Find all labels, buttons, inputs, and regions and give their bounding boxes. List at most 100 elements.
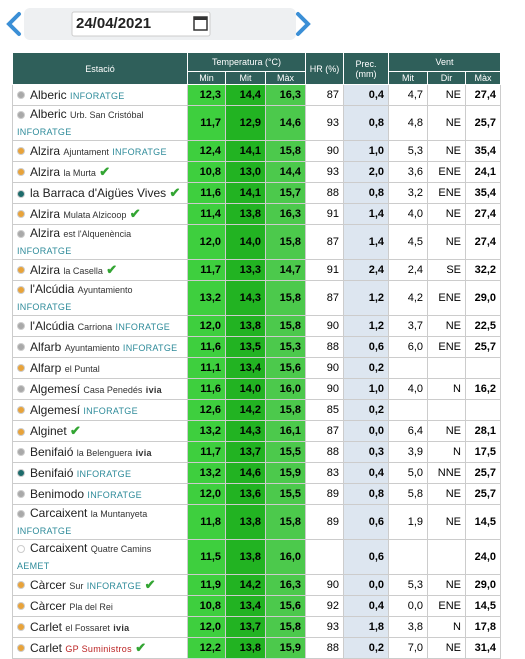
value-cell: 10,8 — [187, 161, 226, 183]
station-name: l'Alcúdia — [30, 282, 75, 296]
value-cell: 15,8 — [265, 315, 306, 337]
value-cell: 3,7 — [388, 315, 428, 337]
station-source: INFORATGE — [122, 342, 178, 353]
station-row: Carcaixent Quatre Camins AEMET 11,5 13,8 16… — [12, 539, 501, 575]
value-cell — [427, 357, 466, 379]
value-cell: 24,1 — [465, 161, 501, 183]
station-name: Carlet — [30, 619, 63, 634]
value-cell: 12,3 — [187, 84, 226, 106]
station-name: Alzira — [30, 164, 61, 179]
station-sub: Casa Penedés — [83, 384, 143, 395]
value-cell: 0,2 — [343, 399, 389, 421]
station-row: Càrcer Pla del Rei 10,8 13,4 15,6 92 0,4 0,0 EN… — [12, 595, 501, 617]
value-cell: ENE — [427, 161, 466, 183]
value-cell: NNE — [427, 462, 466, 484]
station-sub: el Puntal — [64, 363, 100, 374]
value-cell: 14,1 — [225, 182, 266, 204]
station-sub: el Fossaret — [65, 622, 110, 633]
prev-arrow[interactable] — [6, 12, 21, 36]
value-cell: 12,0 — [187, 616, 226, 638]
value-cell: 4,0 — [388, 203, 428, 225]
date-bar — [6, 8, 311, 40]
station-source: ivia — [113, 622, 130, 633]
header-sub: Màx — [465, 71, 501, 85]
value-cell: 15,8 — [265, 399, 306, 421]
table-body: Alberic INFORATGE 12,3 14,4 16,3 87 0,4 4,7 NE 2… — [12, 84, 501, 659]
station-row: Carlet GP Suministros ✔ 12,2 13,8 15,9 88 0,2… — [12, 637, 501, 659]
next-arrow[interactable] — [296, 12, 311, 36]
value-cell: 14,6 — [265, 105, 306, 141]
value-cell: 4,7 — [388, 84, 428, 106]
verified-check: ✔ — [106, 261, 118, 277]
value-cell: 22,5 — [465, 315, 501, 337]
station-cell: Benifaió la Belenguera ivia — [12, 441, 188, 463]
station-source: INFORATGE — [17, 526, 72, 536]
value-cell: 1,8 — [343, 616, 389, 638]
value-cell: 88 — [305, 637, 344, 659]
value-cell: 14,6 — [225, 462, 266, 484]
value-cell: 15,8 — [265, 140, 306, 162]
value-cell: 16,1 — [265, 420, 306, 442]
status-dot — [17, 623, 25, 632]
verified-check: ✔ — [169, 185, 181, 200]
station-source: INFORATGE — [87, 489, 142, 500]
station-cell: Càrcer Sur INFORATGE ✔ — [12, 574, 188, 596]
value-cell: 88 — [305, 182, 344, 204]
value-cell: 85 — [305, 399, 344, 421]
calendar-icon[interactable] — [193, 16, 208, 31]
status-dot — [17, 490, 25, 499]
date-value[interactable]: 24/04/2021 — [76, 15, 152, 32]
value-cell: 13,2 — [187, 462, 226, 484]
station-name: Alzira — [30, 226, 61, 240]
value-cell: 5,8 — [388, 483, 428, 505]
value-cell: 12,0 — [187, 224, 226, 260]
station-name: Càrcer — [30, 577, 67, 592]
value-cell: 13,2 — [187, 280, 226, 316]
station-source: INFORATGE — [70, 90, 125, 101]
station-sub: Quatre Camins — [90, 544, 152, 554]
station-row: Carcaixent la Muntanyeta INFORATGE 11,8 13… — [12, 504, 501, 540]
status-dot — [17, 168, 25, 177]
station-cell: Alberic Urb. San Cristóbal INFORATGE — [12, 105, 188, 141]
date-input[interactable] — [71, 11, 211, 37]
value-cell: 25,7 — [465, 336, 501, 358]
station-cell: Benimodo INFORATGE — [12, 483, 188, 505]
station-row: Alginet ✔ 13,2 14,3 16,1 87 0,0 6,4 NE 28,1 — [12, 420, 501, 442]
value-cell: 13,8 — [225, 315, 266, 337]
header-subrow: Min Mit Màx Mit Dir Màx — [13, 71, 501, 85]
value-cell: 14,0 — [225, 224, 266, 260]
station-name: Alberic — [30, 87, 67, 102]
value-cell: 16,0 — [265, 378, 306, 400]
station-name: Alfarp — [30, 360, 62, 375]
station-cell: l'Alcúdia Ayuntamiento INFORATGE — [12, 280, 188, 316]
value-cell: 13,4 — [225, 357, 266, 379]
station-name: Alzira — [30, 143, 61, 158]
station-source: AEMET — [17, 561, 50, 571]
status-dot — [17, 229, 25, 238]
value-cell: 5,0 — [388, 462, 428, 484]
value-cell: 6,4 — [388, 420, 428, 442]
value-cell: NE — [427, 637, 466, 659]
value-cell: 35,4 — [465, 182, 501, 204]
value-cell: 91 — [305, 203, 344, 225]
status-dot — [17, 469, 25, 478]
value-cell: 32,2 — [465, 259, 501, 281]
station-row: Benifaió INFORATGE 13,2 14,6 15,9 83 0,4 5,0 NN… — [12, 462, 501, 484]
value-cell: 11,9 — [187, 574, 226, 596]
station-row: la Barraca d'Aigües Vives ✔ 11,6 14,1 15,7 8… — [12, 182, 501, 204]
station-source: INFORATGE — [86, 580, 142, 591]
station-sub: la Muntanyeta — [90, 509, 148, 519]
station-source: INFORATGE — [83, 405, 138, 416]
value-cell: 93 — [305, 105, 344, 141]
value-cell: 0,0 — [388, 595, 428, 617]
value-cell: 89 — [305, 504, 344, 540]
value-cell: 25,7 — [465, 462, 501, 484]
station-cell: Carlet el Fossaret ivia — [12, 616, 188, 638]
value-cell: 0,0 — [343, 574, 389, 596]
station-cell: Benifaió INFORATGE — [12, 462, 188, 484]
station-name: l'Alcúdia — [30, 318, 75, 333]
value-cell: 4,5 — [388, 224, 428, 260]
header-humidity: HR (%) — [305, 52, 344, 85]
verified-check: ✔ — [129, 205, 141, 221]
value-cell: 3,6 — [388, 161, 428, 183]
